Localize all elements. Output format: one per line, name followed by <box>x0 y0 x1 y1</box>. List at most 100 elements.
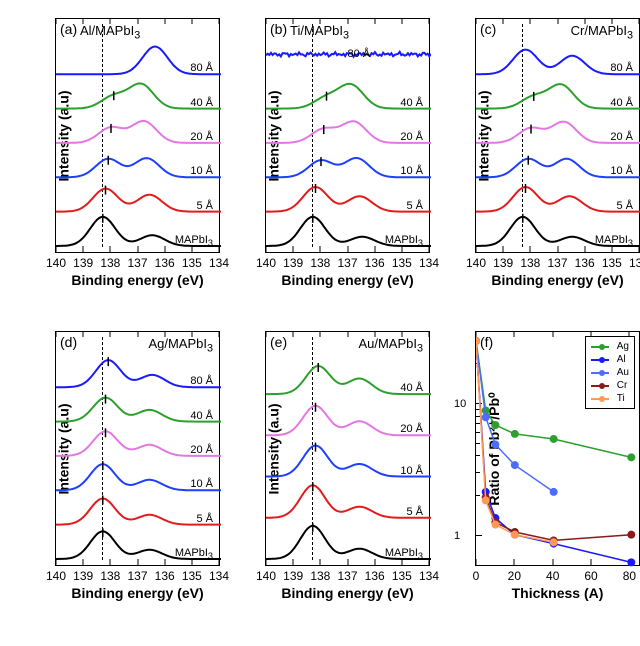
x-tick: 140 <box>46 256 66 270</box>
x-tick: 80 <box>623 569 636 583</box>
curve-label: 20 Å <box>400 423 423 435</box>
curve-label: 10 Å <box>610 165 633 177</box>
x-tick: 136 <box>575 256 595 270</box>
data-point <box>628 454 635 461</box>
y-tick: 10 <box>454 398 466 410</box>
x-axis-label: Binding energy (eV) <box>281 585 413 601</box>
data-point <box>511 430 518 437</box>
curve-label: 20 Å <box>190 131 213 143</box>
scatter-svg <box>476 332 640 567</box>
x-tick: 134 <box>419 569 439 583</box>
data-point <box>628 531 635 538</box>
x-tick: 137 <box>127 569 147 583</box>
x-tick: 138 <box>100 569 120 583</box>
x-tick: 140 <box>466 256 486 270</box>
x-axis-label: Binding energy (eV) <box>281 272 413 288</box>
x-axis-label: Thickness (A) <box>512 585 604 601</box>
x-tick: 137 <box>127 256 147 270</box>
curve-label: 80 Å <box>190 62 213 74</box>
x-tick: 135 <box>392 256 412 270</box>
curve-label: 10 Å <box>400 165 423 177</box>
data-point <box>492 521 499 528</box>
curve-label: 5 Å <box>406 506 423 518</box>
data-point <box>550 435 557 442</box>
panel-d: (d)Ag/MAPbI3Intensity (a.u)Binding energ… <box>55 331 220 566</box>
panel-f: (f)Ratio of Pb²⁺/Pb⁰Thickness (A)0204060… <box>475 331 640 566</box>
x-tick: 139 <box>73 256 93 270</box>
curve-label: 5 Å <box>196 513 213 525</box>
x-tick: 139 <box>493 256 513 270</box>
curve-label: 5 Å <box>406 200 423 212</box>
spectrum-curve <box>476 187 640 212</box>
y-tick: 1 <box>454 530 460 542</box>
data-point <box>492 441 499 448</box>
x-tick: 136 <box>155 569 175 583</box>
x-tick: 137 <box>337 256 357 270</box>
x-tick: 137 <box>547 256 567 270</box>
figure-root: (a)Al/MAPbI3Intensity (a.u)Binding energ… <box>0 0 640 646</box>
curve-label: 20 Å <box>190 444 213 456</box>
x-tick: 134 <box>209 569 229 583</box>
x-tick: 140 <box>256 569 276 583</box>
series-line <box>476 341 554 542</box>
data-point <box>476 337 480 344</box>
x-tick: 60 <box>584 569 597 583</box>
x-tick: 134 <box>209 256 229 270</box>
x-tick: 138 <box>310 256 330 270</box>
panel-a: (a)Al/MAPbI3Intensity (a.u)Binding energ… <box>55 18 220 253</box>
spectra-svg <box>266 332 431 567</box>
curve-label: MAPbI3 <box>385 547 423 561</box>
curve-label: 40 Å <box>400 97 423 109</box>
curve-label: 10 Å <box>190 165 213 177</box>
data-point <box>550 488 557 495</box>
x-axis-label: Binding energy (eV) <box>71 585 203 601</box>
x-tick: 0 <box>473 569 480 583</box>
x-tick: 135 <box>182 569 202 583</box>
curve-label: MAPbI3 <box>175 234 213 248</box>
x-tick: 136 <box>365 256 385 270</box>
panel-e: (e)Au/MAPbI3Intensity (a.u)Binding energ… <box>265 331 430 566</box>
data-point <box>482 414 489 421</box>
curve-label: 40 Å <box>610 97 633 109</box>
x-tick: 136 <box>155 256 175 270</box>
curve-label: 5 Å <box>196 200 213 212</box>
curve-label: 40 Å <box>190 97 213 109</box>
curve-label: 80 Å <box>348 48 371 60</box>
curve-label: 10 Å <box>190 478 213 490</box>
curve-label: 40 Å <box>400 382 423 394</box>
x-tick: 40 <box>546 569 559 583</box>
x-tick: 139 <box>73 569 93 583</box>
data-point <box>511 531 518 538</box>
x-axis-label: Binding energy (eV) <box>71 272 203 288</box>
x-tick: 138 <box>310 569 330 583</box>
x-tick: 136 <box>365 569 385 583</box>
x-tick: 140 <box>46 569 66 583</box>
data-point <box>628 559 635 566</box>
data-point <box>550 539 557 546</box>
x-tick: 135 <box>392 569 412 583</box>
data-point <box>482 497 489 504</box>
x-tick: 137 <box>337 569 357 583</box>
curve-label: MAPbI3 <box>385 234 423 248</box>
curve-label: 80 Å <box>190 375 213 387</box>
panel-c: (c)Cr/MAPbI3Intensity (a.u)Binding energ… <box>475 18 640 253</box>
x-tick: 139 <box>283 569 303 583</box>
curve-label: 5 Å <box>616 200 633 212</box>
curve-label: MAPbI3 <box>175 547 213 561</box>
x-tick: 135 <box>182 256 202 270</box>
x-tick: 134 <box>419 256 439 270</box>
x-axis-label: Binding energy (eV) <box>491 272 623 288</box>
curve-label: 40 Å <box>190 410 213 422</box>
panel-b: (b)Ti/MAPbI3Intensity (a.u)Binding energ… <box>265 18 430 253</box>
x-tick: 135 <box>602 256 622 270</box>
curve-label: 20 Å <box>610 131 633 143</box>
x-tick: 139 <box>283 256 303 270</box>
data-point <box>511 462 518 469</box>
x-tick: 20 <box>508 569 521 583</box>
curve-label: 20 Å <box>400 131 423 143</box>
x-tick: 138 <box>100 256 120 270</box>
x-tick: 134 <box>629 256 640 270</box>
curve-label: MAPbI3 <box>595 234 633 248</box>
x-tick: 140 <box>256 256 276 270</box>
curve-label: 80 Å <box>610 62 633 74</box>
